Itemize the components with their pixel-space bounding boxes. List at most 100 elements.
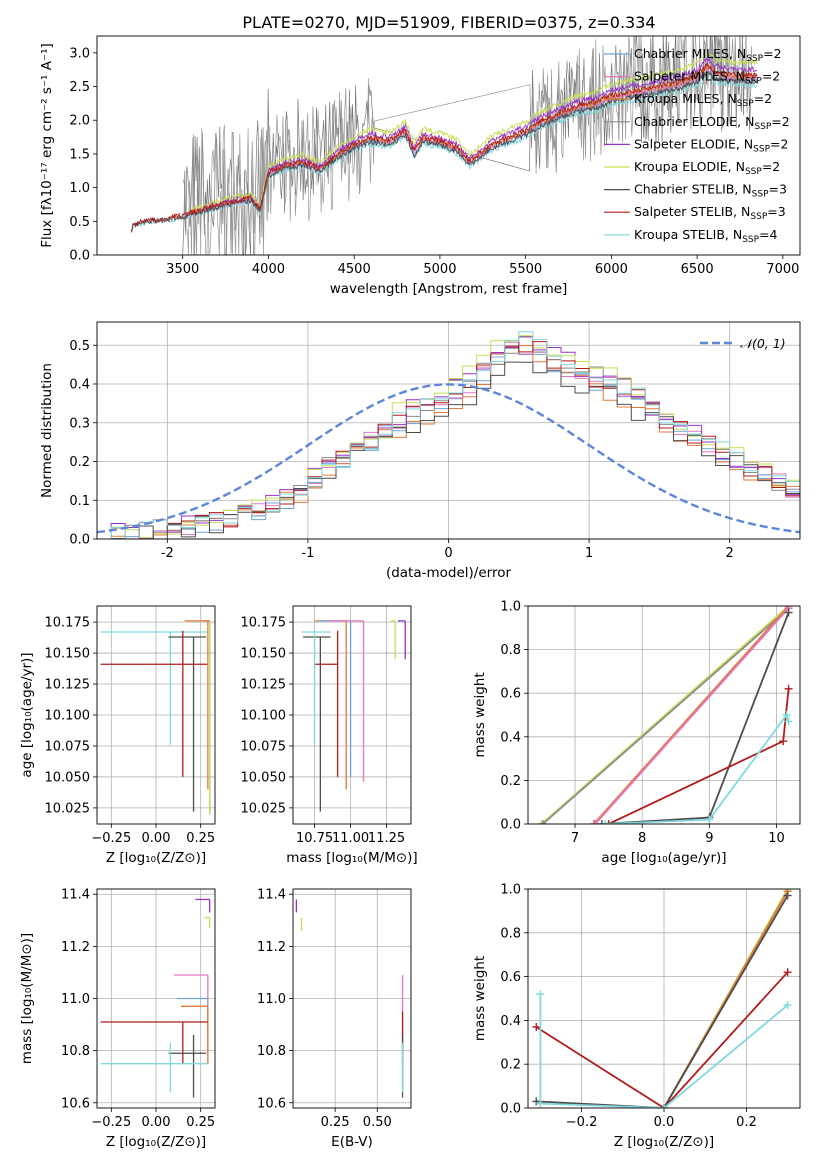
ticks: −0.2 0.0 0.2 0.0 0.2 0.4 0.6 0.8 1.0 — [500, 883, 756, 1131]
plot-area — [532, 889, 792, 1108]
x-tick-label: 0.25 — [186, 1115, 215, 1130]
weight-line — [594, 607, 790, 824]
weight-vs-age-panel: 7 8 9 10 0.0 0.2 0.4 0.6 0.8 1.0 age [log₁₀(age/yr… — [472, 600, 801, 866]
errorbar-point — [184, 620, 210, 790]
y-tick-label: 0.4 — [500, 1014, 521, 1029]
weight-line — [542, 607, 790, 824]
legend-suffix: =2 — [763, 46, 781, 61]
legend-entry: Chabrier MILES, NSSP=2 — [634, 46, 782, 64]
y-tick-label: 0.3 — [69, 416, 90, 431]
legend-entry: Salpeter STELIB, NSSP=3 — [634, 204, 786, 222]
legend-suffix: =4 — [759, 227, 777, 242]
y-tick-label: 10.6 — [257, 1096, 286, 1111]
legend-entry: Kroupa MILES, NSSP=2 — [634, 91, 772, 109]
legend-suffix: =2 — [762, 159, 780, 174]
mass-vs-extinction-panel: 0.25 0.50 10.6 10.8 11.0 11.2 11.4 E(B-V) — [257, 888, 412, 1150]
plot-area — [301, 620, 406, 812]
legend-subscript: SSP — [737, 99, 754, 109]
y-axis-label: age [log₁₀(age/yr)] — [19, 652, 35, 777]
errorbar-point — [100, 1021, 208, 1064]
y-tick-label: 0.5 — [69, 339, 90, 354]
legend-subscript: SSP — [752, 190, 769, 200]
mass-vs-metallicity-panel: −0.25 0.00 0.25 10.6 10.8 11.0 11.2 11.4 Z [log₁… — [19, 888, 216, 1150]
y-tick-label: 10.025 — [45, 801, 91, 816]
legend-suffix: =3 — [769, 182, 787, 197]
y-tick-label: 0.0 — [500, 1102, 521, 1117]
x-axis-label: age [log₁₀(age/yr)] — [601, 850, 726, 866]
axes-frame — [527, 888, 801, 1109]
legend-label: Salpeter STELIB, N — [634, 204, 750, 219]
figure-title: PLATE=0270, MJD=51909, FIBERID=0375, z=0… — [242, 13, 655, 32]
weight-line — [536, 895, 789, 1108]
ticks: 3500 4000 4500 5000 5500 6000 6500 7000 0.0 0.5 1.… — [69, 46, 799, 277]
x-tick-label: 5000 — [423, 262, 456, 277]
weight-marker — [532, 1097, 541, 1106]
x-tick-label: 3500 — [166, 262, 199, 277]
x-tick-label: 10 — [768, 831, 785, 846]
plot-area — [100, 620, 211, 815]
errorbar-point — [168, 1035, 207, 1098]
weight-marker — [604, 820, 613, 824]
weight-marker — [601, 820, 610, 824]
legend-label: Chabrier MILES, N — [634, 46, 746, 61]
y-tick-label: 10.100 — [241, 709, 287, 724]
errorbar-point — [204, 620, 211, 815]
y-tick-label: 10.6 — [61, 1096, 90, 1111]
x-tick-label: 6500 — [681, 262, 714, 277]
weight-marker — [783, 891, 792, 900]
plot-area — [97, 331, 800, 539]
x-tick-label: -2 — [161, 546, 174, 561]
legend-label: Kroupa ELODIE, N — [634, 159, 745, 174]
legend-label: Salpeter MILES, N — [634, 69, 745, 84]
y-tick-label: 10.8 — [61, 1044, 90, 1059]
errorbar-point — [314, 630, 339, 777]
histogram-series — [97, 335, 800, 539]
weight-line — [540, 606, 790, 824]
histogram-series — [97, 331, 800, 539]
residuals-histogram-panel: -2 -1 0 1 2 0.0 0.1 0.2 0.3 0.4 0.5 (data-model)/er… — [39, 321, 801, 581]
y-tick-label: 3.0 — [69, 46, 90, 61]
y-tick-label: 0.0 — [500, 818, 521, 833]
x-tick-label: 7 — [571, 831, 579, 846]
grid — [293, 889, 411, 1108]
plot-area — [295, 899, 404, 1098]
y-tick-label: 2.0 — [69, 114, 90, 129]
x-tick-label: 5500 — [509, 262, 542, 277]
legend-suffix: =2 — [762, 69, 780, 84]
axes-frame — [292, 605, 412, 825]
weight-marker — [784, 684, 793, 693]
y-tick-label: 0.0 — [69, 249, 90, 264]
x-tick-label: −0.25 — [91, 831, 131, 846]
x-axis-label: E(B-V) — [331, 1134, 373, 1150]
y-axis-label: mass weight — [472, 956, 488, 1041]
legend-label: Chabrier STELIB, N — [634, 182, 752, 197]
weight-line — [593, 606, 790, 824]
spectrum-model-line — [190, 51, 758, 213]
y-tick-label: 10.050 — [45, 770, 91, 785]
spectrum-model-line — [130, 62, 758, 232]
histogram-series — [97, 341, 800, 539]
y-tick-label: 0.4 — [69, 378, 90, 393]
y-tick-label: 11.2 — [61, 940, 90, 955]
y-tick-label: 0.6 — [500, 687, 521, 702]
x-tick-label: -1 — [301, 546, 314, 561]
grid — [97, 606, 215, 824]
y-axis-label: Flux [fλ10⁻¹⁷ erg cm⁻² s⁻¹ A⁻¹] — [39, 43, 55, 248]
weight-marker — [705, 815, 714, 824]
y-tick-label: 0.5 — [69, 215, 90, 230]
weight-vs-metallicity-panel: −0.2 0.0 0.2 0.0 0.2 0.4 0.6 0.8 1.0 Z [log₁₀(Z/Z… — [472, 883, 801, 1150]
y-tick-label: 10.050 — [241, 770, 287, 785]
weight-marker — [597, 820, 606, 824]
x-tick-label: 2 — [726, 546, 734, 561]
ticks: −0.25 0.00 0.25 10.025 10.050 10.075 10.100 10.… — [45, 616, 216, 846]
legend-label: Chabrier ELODIE, N — [634, 114, 754, 129]
weight-marker — [537, 820, 546, 824]
plot-area — [100, 898, 211, 1098]
weight-marker — [782, 711, 791, 719]
y-tick-label: 0.1 — [69, 494, 90, 509]
legend-suffix: =2 — [754, 91, 772, 106]
y-tick-label: 0.8 — [500, 643, 521, 658]
legend-entry: Salpeter MILES, NSSP=2 — [634, 69, 780, 87]
